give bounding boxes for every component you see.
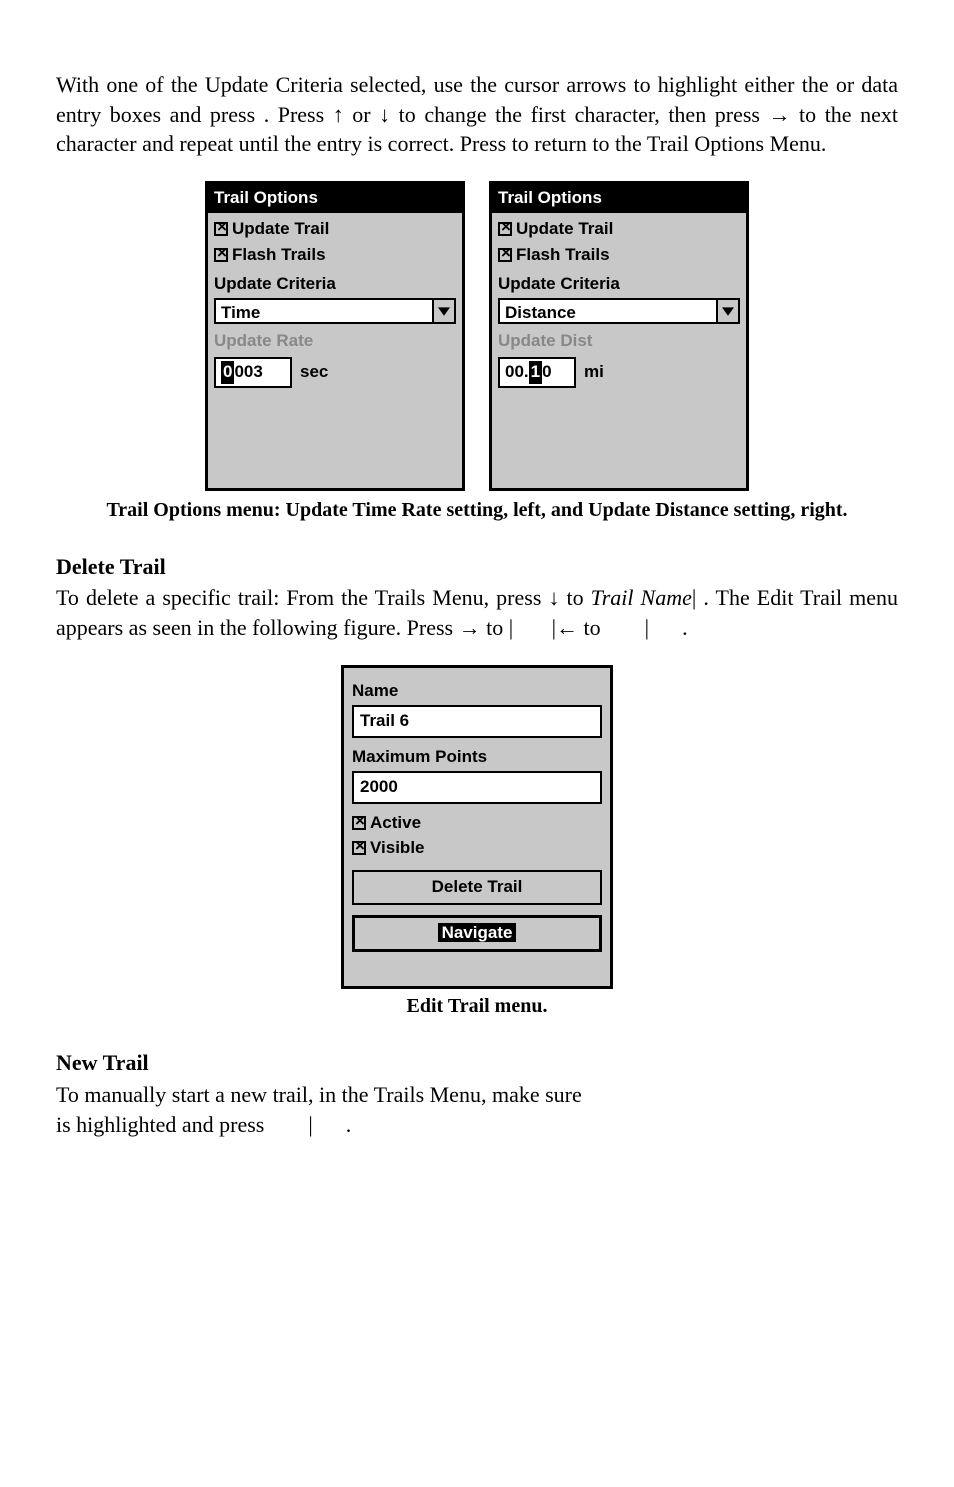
dropdown-arrow-icon[interactable]: [432, 300, 454, 322]
checkbox-label: Update Trail: [516, 219, 613, 238]
checkbox-label: Flash Trails: [516, 245, 610, 264]
checkbox-icon: [214, 222, 228, 236]
new-trail-heading: New Trail: [56, 1048, 898, 1078]
trail-name-italic: Trail Name: [591, 585, 692, 610]
input-cursor-char: 1: [529, 361, 542, 384]
active-checkbox[interactable]: Active: [352, 812, 602, 835]
intro-paragraph: With one of the Update Criteria selected…: [56, 70, 898, 159]
intro-text-1: With one of the Update Criteria selected…: [56, 72, 836, 97]
update-criteria-dropdown[interactable]: Distance: [498, 298, 740, 324]
checkbox-icon: [498, 222, 512, 236]
intro-text-5: to return to the Trail Options Menu.: [512, 131, 827, 156]
new-text-a: To manually start a new trail, in the Tr…: [56, 1082, 582, 1107]
dropdown-value: Time: [216, 300, 432, 322]
name-label: Name: [352, 680, 602, 703]
max-points-input[interactable]: 2000: [352, 771, 602, 804]
delete-text-a: To delete a specific trail: From the Tra…: [56, 585, 591, 610]
delete-text-g: .: [682, 615, 688, 640]
checkbox-label: Visible: [370, 838, 425, 857]
update-dist-input[interactable]: 00.10: [498, 357, 576, 388]
delete-text-b: |: [692, 585, 696, 610]
update-criteria-label: Update Criteria: [214, 273, 456, 296]
edit-trail-dialog: Name Trail 6 Maximum Points 2000 Active …: [341, 665, 613, 990]
update-dist-unit: mi: [584, 361, 604, 384]
update-criteria-label: Update Criteria: [498, 273, 740, 296]
trail-options-dialog-distance: Trail Options Update Trail Flash Trails …: [489, 181, 749, 491]
update-rate-label: Update Rate: [214, 330, 456, 353]
update-trail-checkbox[interactable]: Update Trail: [498, 218, 740, 241]
new-text-c: |: [308, 1112, 312, 1137]
new-text-b: is highlighted and press: [56, 1112, 270, 1137]
figure-caption-2: Edit Trail menu.: [56, 993, 898, 1020]
checkbox-label: Active: [370, 813, 421, 832]
delete-trail-heading: Delete Trail: [56, 552, 898, 582]
max-points-label: Maximum Points: [352, 746, 602, 769]
input-cursor-char: 0: [221, 361, 234, 384]
flash-trails-checkbox[interactable]: Flash Trails: [498, 244, 740, 267]
figure-caption-1: Trail Options menu: Update Time Rate set…: [56, 497, 898, 524]
checkbox-label: Update Trail: [232, 219, 329, 238]
delete-trail-button[interactable]: Delete Trail: [352, 870, 602, 905]
delete-text-f: |: [645, 615, 649, 640]
checkbox-icon: [498, 248, 512, 262]
navigate-button-label: Navigate: [438, 923, 517, 942]
input-rest: 003: [234, 361, 262, 384]
update-rate-input[interactable]: 0003: [214, 357, 292, 388]
input-post: 0: [542, 361, 551, 384]
update-dist-label: Update Dist: [498, 330, 740, 353]
update-criteria-dropdown[interactable]: Time: [214, 298, 456, 324]
checkbox-icon: [214, 248, 228, 262]
dialog-title: Trail Options: [208, 184, 462, 213]
dropdown-value: Distance: [500, 300, 716, 322]
trail-options-figures: Trail Options Update Trail Flash Trails …: [56, 181, 898, 491]
checkbox-icon: [352, 841, 366, 855]
update-trail-checkbox[interactable]: Update Trail: [214, 218, 456, 241]
dialog-title: Trail Options: [492, 184, 746, 213]
new-text-d: .: [346, 1112, 352, 1137]
flash-trails-checkbox[interactable]: Flash Trails: [214, 244, 456, 267]
intro-text-2: or: [836, 72, 862, 97]
new-trail-paragraph: To manually start a new trail, in the Tr…: [56, 1080, 898, 1139]
update-rate-unit: sec: [300, 361, 328, 384]
delete-text-d: |: [509, 615, 513, 640]
trail-options-dialog-time: Trail Options Update Trail Flash Trails …: [205, 181, 465, 491]
checkbox-label: Flash Trails: [232, 245, 326, 264]
navigate-button[interactable]: Navigate: [352, 915, 602, 952]
dropdown-arrow-icon[interactable]: [716, 300, 738, 322]
visible-checkbox[interactable]: Visible: [352, 837, 602, 860]
delete-text-e: |← to: [552, 615, 607, 640]
checkbox-icon: [352, 816, 366, 830]
name-input[interactable]: Trail 6: [352, 705, 602, 738]
delete-trail-paragraph: To delete a specific trail: From the Tra…: [56, 583, 898, 642]
input-pre: 00.: [505, 361, 529, 384]
